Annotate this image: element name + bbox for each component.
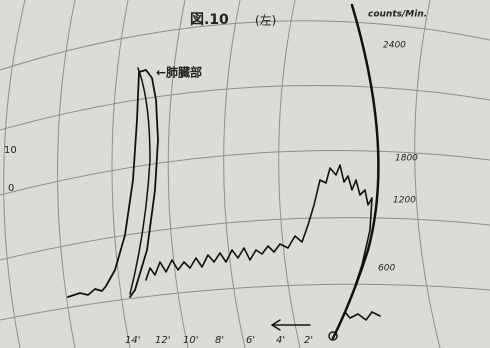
time-label: 8'	[215, 335, 224, 346]
time-label: 14'	[125, 335, 140, 346]
margin-label: 10	[4, 145, 17, 156]
time-label: 2'	[304, 335, 313, 346]
annotation: ←肺臓部	[156, 65, 202, 80]
scale-label: 1800	[395, 154, 418, 164]
scale-label: 2400	[383, 41, 406, 51]
scan: 図.10 (左) counts/Min. 2400 1800 1200 600 14' 12' 1…	[0, 0, 490, 348]
time-label: 12'	[155, 335, 170, 346]
time-label: 6'	[246, 335, 255, 346]
title: 図.10	[190, 12, 229, 28]
scale-label: 600	[378, 264, 395, 274]
scale-label: 1200	[393, 196, 416, 206]
unit-label: counts/Min.	[368, 10, 427, 20]
time-label: 10'	[183, 335, 198, 346]
margin-label: 0	[8, 183, 14, 194]
time-label: 4'	[276, 335, 285, 346]
subtitle: (左)	[255, 13, 276, 28]
